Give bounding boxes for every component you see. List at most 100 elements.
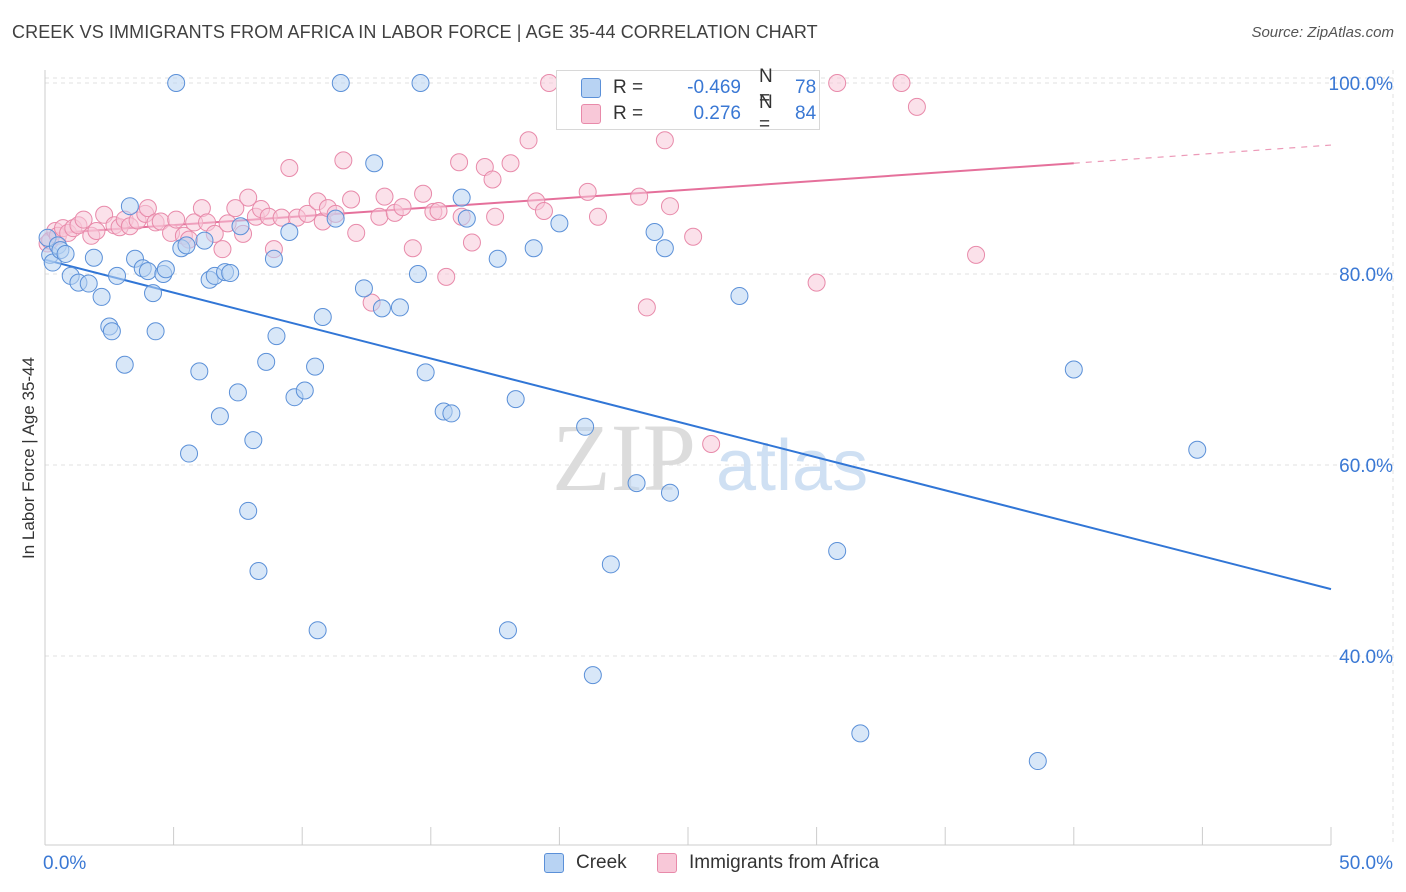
data-point-creek [239,501,258,520]
n-value: 84 [795,103,817,124]
africa-swatch [657,853,677,873]
data-point-creek [84,248,103,267]
africa-swatch [581,104,601,124]
data-point-creek [295,381,314,400]
data-point-africa [450,153,469,172]
data-point-creek [1028,752,1047,771]
data-point-creek [660,483,679,502]
data-point-creek [210,407,229,426]
data-point-creek [411,74,430,92]
data-point-africa [375,187,394,206]
data-point-creek [195,231,214,250]
data-point-creek [280,222,299,241]
y-tick-label: 80.0% [1339,265,1393,286]
data-point-creek [390,298,409,317]
data-point-africa [462,233,481,252]
data-point-africa [892,74,911,92]
n-value: 78 [795,77,817,98]
data-point-creek [138,262,157,281]
n-label: N = [759,66,773,109]
stats-box: R = -0.469 N = 78 R = 0.276 N = 84 [556,66,820,135]
data-point-africa [501,154,520,173]
data-point-africa [483,170,502,189]
creek-swatch [544,853,564,873]
data-point-creek [313,307,332,326]
data-point-creek [583,666,602,685]
data-point-creek [1064,360,1083,379]
trendline-creek [44,258,1332,591]
data-point-creek [120,197,139,216]
data-point-africa [280,158,299,177]
r-label: R = [613,77,644,98]
data-point-creek [244,431,263,450]
data-point-africa [334,151,353,170]
y-tick-label: 60.0% [1339,456,1393,477]
data-point-creek [231,217,250,236]
data-point-africa [588,207,607,226]
y-tick-label: 40.0% [1339,647,1393,668]
data-point-creek [452,188,471,207]
data-point-africa [213,240,232,259]
data-point-africa [239,188,258,207]
data-point-creek [506,390,525,409]
chart-title: CREEK VS IMMIGRANTS FROM AFRICA IN LABOR… [12,22,818,42]
legend-label-creek: Creek [576,852,627,873]
data-point-creek [524,239,543,258]
data-point-creek [331,74,350,92]
trendline-africa [44,162,1074,235]
data-point-creek [108,266,127,285]
data-point-creek [228,383,247,402]
legend-item-creek[interactable]: Creek [544,852,627,874]
data-point-africa [414,184,433,203]
data-point-creek [416,363,435,382]
x-tick-label: 0.0% [43,853,86,874]
data-point-creek [249,562,268,581]
r-value: 0.276 [693,103,741,124]
data-point-creek [308,621,327,640]
r-label: R = [613,103,644,124]
x-tick-label: 50.0% [1339,853,1393,874]
data-point-africa [138,199,157,218]
data-point-creek [177,236,196,255]
trendline-africa-projection [1073,144,1332,164]
source-label: Source: ZipAtlas.com [1251,24,1394,41]
data-point-creek [457,209,476,228]
data-point-creek [576,417,595,436]
legend: Creek Immigrants from Africa [0,852,1406,876]
data-point-creek [115,355,134,374]
data-point-creek [408,265,427,283]
data-point-creek [730,286,749,305]
data-point-africa [578,182,597,201]
data-point-africa [437,267,456,286]
data-point-creek [180,444,199,463]
data-point-creek [851,724,870,743]
data-point-creek [156,260,175,279]
data-point-creek [264,249,283,268]
data-point-africa [226,199,245,218]
data-point-africa [87,222,106,241]
data-point-africa [167,210,186,229]
data-point-creek [92,287,111,306]
data-point-creek [56,244,75,263]
data-point-creek [144,284,163,303]
data-point-creek [79,274,98,293]
data-point-africa [967,245,986,264]
n-label: N = [759,92,773,135]
data-point-africa [429,201,448,220]
data-point-africa [684,227,703,246]
data-point-creek [190,362,209,381]
watermark-atlas: atlas [716,426,868,506]
data-point-africa [342,190,361,209]
data-point-creek [627,474,646,493]
data-point-creek [102,322,121,341]
data-point-africa [534,201,553,220]
data-point-creek [1188,440,1207,459]
data-point-africa [907,97,926,116]
data-point-creek [167,74,186,92]
data-point-africa [370,207,389,226]
data-point-africa [630,187,649,206]
data-point-africa [347,223,366,242]
legend-item-africa[interactable]: Immigrants from Africa [657,852,879,874]
data-point-africa [660,197,679,216]
